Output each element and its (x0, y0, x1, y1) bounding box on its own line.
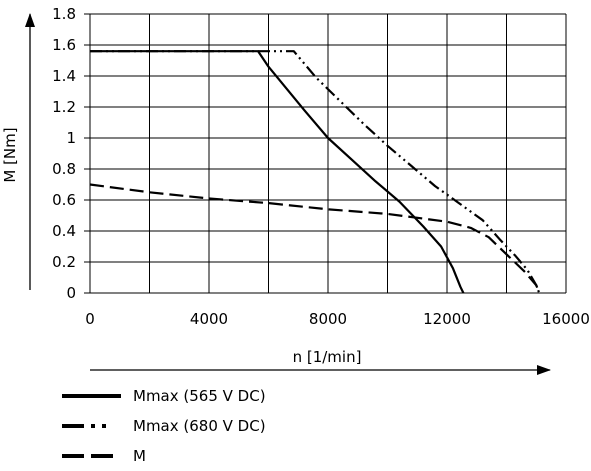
y-tick-label: 1.6 (52, 36, 76, 54)
grid (89, 13, 567, 294)
x-axis-label: n [1/min] (293, 348, 362, 366)
series-lines (89, 50, 541, 294)
x-tick-label: 4000 (190, 310, 228, 328)
x-tick-label: 16000 (542, 310, 590, 328)
y-axis-label: M [Nm] (1, 127, 19, 182)
y-tick-label: 0.6 (52, 191, 76, 209)
x-tick-label: 8000 (309, 310, 347, 328)
series-line-0 (90, 50, 465, 294)
y-tick-label: 0.8 (52, 160, 76, 178)
y-tick-label: 1.4 (52, 67, 76, 85)
y-tick-label: 0 (66, 284, 76, 302)
series-line-1 (90, 50, 541, 294)
y-tick-label: 1.8 (52, 5, 76, 23)
legend: Mmax (565 V DC) Mmax (680 V DC) M (62, 387, 266, 465)
x-tick-label: 0 (85, 310, 95, 328)
series-line-2 (89, 183, 541, 294)
y-tick-label: 1.2 (52, 98, 76, 116)
tick-labels: 0 0.2 0.4 0.6 0.8 1 1.2 1.4 1.6 1.8 0 4000 8000 12000… (52, 5, 590, 328)
y-tick-label: 0.2 (52, 253, 76, 271)
y-tick-label: 0.4 (52, 222, 76, 240)
y-tick-label: 1 (66, 129, 76, 147)
legend-label-mmax-565: Mmax (565 V DC) (133, 387, 266, 405)
legend-label-m: M (133, 447, 146, 465)
x-tick-label: 12000 (423, 310, 471, 328)
legend-label-mmax-680: Mmax (680 V DC) (133, 417, 266, 435)
